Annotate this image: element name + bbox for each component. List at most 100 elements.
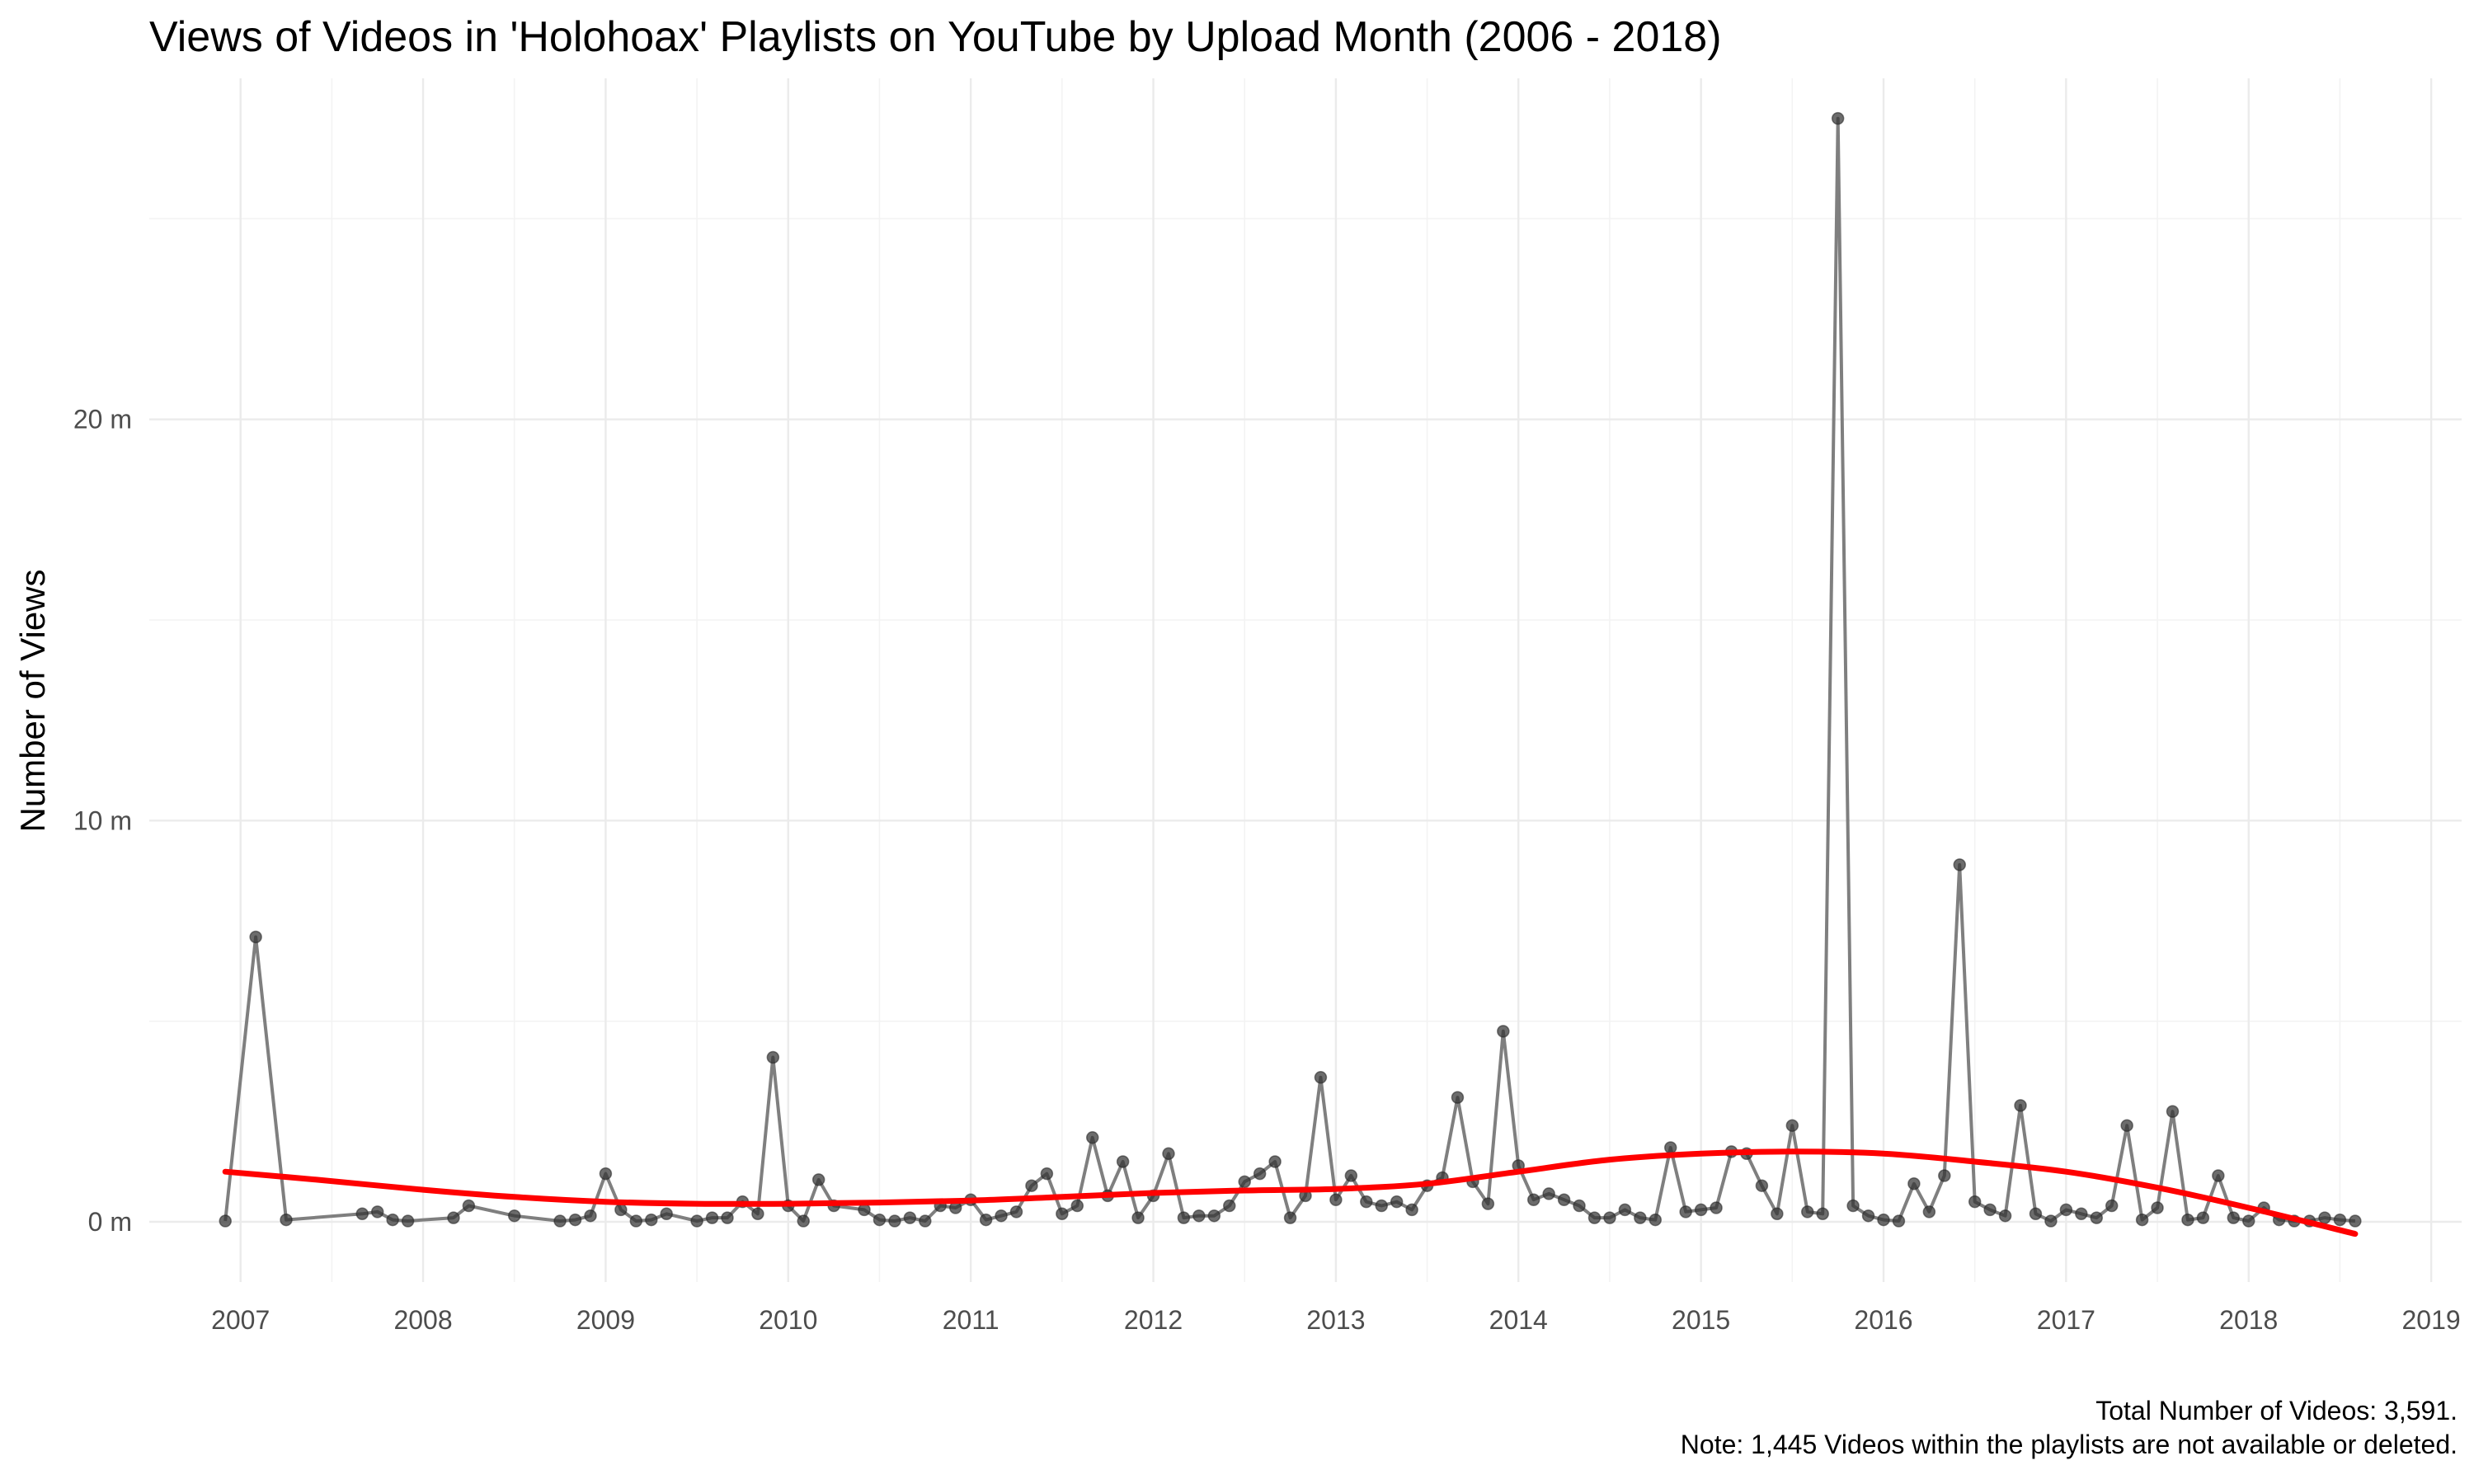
x-tick-label: 2014 [1489,1305,1548,1335]
x-tick-label: 2017 [2037,1305,2095,1335]
data-point [1755,1179,1769,1192]
data-point [979,1213,993,1227]
data-point [1801,1205,1814,1219]
data-point [1634,1211,1647,1224]
data-point [2075,1207,2088,1221]
y-tick-label: 0 m [88,1207,132,1237]
data-point [1131,1211,1145,1224]
data-point [995,1209,1008,1223]
major-gridlines [149,78,2462,1282]
data-point [2212,1169,2225,1182]
data-point [2044,1214,2058,1228]
data-point [1040,1167,1054,1181]
chart-title: Views of Videos in 'Holohoax' Playlists … [149,13,1722,61]
data-point [1771,1207,1784,1221]
data-point [2029,1207,2043,1221]
data-point [721,1211,734,1224]
data-point [888,1214,901,1228]
data-point [2196,1211,2210,1224]
data-point [751,1207,764,1221]
data-point [1162,1147,1175,1161]
data-point [553,1214,567,1228]
data-point [1938,1169,1951,1182]
data-point [1907,1177,1921,1190]
data-point [1238,1175,1251,1189]
y-axis-label: Number of Views [13,569,52,832]
data-point [1603,1211,1616,1224]
caption-total-videos: Total Number of Videos: 3,591. [2095,1396,2458,1425]
data-point [2318,1211,2331,1224]
data-point [1998,1209,2012,1223]
y-axis-tick-labels: 0 m 10 m 20 m [73,405,132,1237]
x-axis-tick-labels: 2007 2008 2009 2010 2011 2012 2013 2014 2015 2016… [211,1305,2461,1335]
data-point [1557,1193,1571,1206]
data-point [2227,1211,2241,1224]
data-point [1694,1203,1708,1217]
data-point [1710,1201,1723,1214]
data-point [1223,1199,1236,1213]
data-point [629,1214,643,1228]
data-point [401,1214,415,1228]
data-point [1375,1199,1388,1213]
data-point [1009,1205,1023,1219]
data-point [2241,1214,2255,1228]
caption-note: Note: 1,445 Videos within the playlists … [1681,1430,2458,1459]
data-point [1497,1025,1510,1038]
data-point [370,1205,384,1219]
data-point [1587,1211,1602,1224]
data-point [1207,1209,1221,1223]
data-point [1025,1179,1038,1192]
data-point [1283,1211,1297,1224]
data-point [584,1209,597,1223]
data-point [811,1173,825,1186]
data-point [1526,1193,1540,1206]
data-point [2059,1203,2073,1217]
x-tick-label: 2015 [1672,1305,1730,1335]
data-point [1892,1214,1906,1228]
data-point [1542,1187,1555,1200]
data-point [1253,1167,1267,1181]
x-tick-label: 2008 [393,1305,452,1335]
data-point [2105,1199,2119,1213]
data-point [1116,1155,1130,1168]
x-tick-label: 2016 [1854,1305,1912,1335]
y-tick-label: 20 m [73,405,132,434]
data-point [1679,1205,1692,1219]
data-point [2333,1213,2347,1227]
x-tick-label: 2011 [943,1305,999,1335]
data-point [2135,1213,2149,1227]
data-point [219,1214,232,1228]
y-tick-label: 10 m [73,805,132,835]
data-point [1085,1131,1099,1144]
data-point [2349,1214,2362,1228]
data-point [1405,1203,1418,1217]
data-point [1831,111,1845,125]
x-tick-label: 2009 [576,1305,635,1335]
data-point [1344,1169,1358,1182]
data-point [2166,1105,2180,1118]
data-point [919,1214,932,1228]
data-point [1573,1199,1586,1213]
data-point [645,1213,658,1227]
data-point [2151,1201,2164,1214]
data-point [1922,1205,1936,1219]
data-point [1785,1119,1799,1132]
data-point [766,1050,780,1064]
x-tick-label: 2012 [1124,1305,1183,1335]
data-point [462,1199,476,1213]
data-point [1056,1207,1069,1221]
data-point [1451,1091,1465,1104]
data-point [1314,1071,1328,1084]
data-point [249,930,262,944]
data-point [1070,1199,1084,1213]
data-point [797,1214,810,1228]
data-point [1846,1199,1860,1213]
data-point [280,1213,293,1227]
data-point [858,1203,871,1217]
data-point [1268,1155,1282,1168]
x-tick-label: 2010 [759,1305,817,1335]
data-point [1329,1193,1343,1206]
data-point [1649,1213,1663,1227]
